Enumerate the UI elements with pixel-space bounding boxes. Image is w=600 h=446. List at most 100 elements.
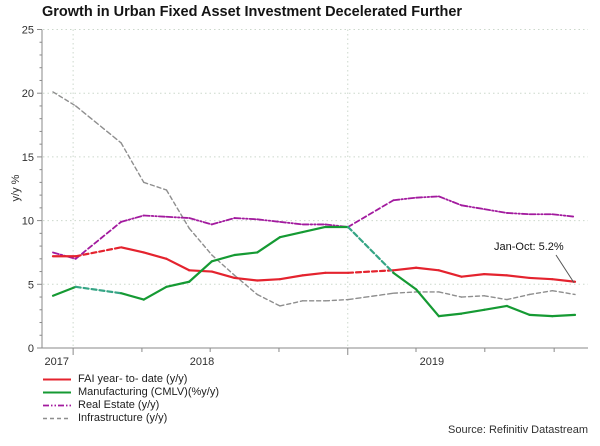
legend-label: FAI year- to- date (y/y) (78, 373, 188, 385)
series-segment-3 (392, 291, 417, 294)
series-segment-3 (438, 291, 463, 298)
series-segment-3 (165, 189, 190, 229)
series-segment-2 (437, 195, 463, 207)
series-segment-3 (324, 298, 349, 302)
series-segment-2 (256, 218, 281, 223)
series-segment-2 (74, 220, 122, 260)
legend-item-infrastructure: Infrastructure (y/y) (42, 412, 219, 425)
series-segment-1 (188, 260, 213, 283)
series-segment-1 (165, 280, 191, 288)
series-segment-1 (278, 230, 304, 239)
infrastructure-line-swatch-icon (43, 417, 71, 420)
series-segment-1 (392, 271, 418, 291)
series-segment-3 (279, 300, 304, 307)
series-segment-3 (233, 274, 258, 296)
legend-label: Real Estate (y/y) (78, 399, 160, 411)
series-segment-0 (505, 274, 531, 280)
series-segment-1 (301, 225, 327, 234)
y-tick-label: 15 (22, 152, 34, 164)
series-segment-1 (415, 288, 440, 318)
series-segment-2 (347, 199, 395, 228)
y-tick-label: 25 (22, 25, 34, 37)
series-segment-1 (233, 251, 259, 257)
series-segment-2 (120, 214, 145, 223)
series-segment-1 (528, 313, 554, 318)
series-segment-3 (551, 289, 576, 296)
series-segment-1 (505, 304, 531, 316)
annotation-callout: Jan-Oct: 5.2% (494, 241, 564, 253)
legend-label: Infrastructure (y/y) (78, 412, 168, 424)
series-segment-1 (437, 312, 463, 318)
series-segment-1 (119, 292, 145, 301)
series-segment-1 (74, 285, 123, 295)
series-segment-0 (346, 269, 395, 274)
series-segment-1 (460, 308, 486, 315)
manufacturing-line-swatch-icon (43, 391, 71, 394)
fai-line-swatch-icon (43, 378, 71, 381)
series-segment-3 (460, 295, 485, 298)
series-segment-2 (233, 217, 259, 221)
series-segment-0 (256, 278, 282, 282)
series-segment-2 (165, 215, 191, 219)
series-segment-1 (551, 313, 577, 318)
series-segment-0 (74, 246, 123, 258)
series-segment-0 (437, 269, 463, 278)
y-tick-label: 20 (22, 88, 34, 100)
series-segment-1 (210, 253, 236, 263)
series-segment-0 (415, 266, 440, 272)
series-segment-2 (279, 220, 304, 226)
series-segment-1 (142, 285, 168, 301)
series-segment-0 (301, 271, 327, 277)
y-tick-label: 10 (22, 216, 34, 228)
series-segment-0 (119, 246, 145, 254)
series-segment-2 (392, 196, 418, 202)
legend-label: Manufacturing (CMLV)(%y/y) (78, 386, 219, 398)
series-segment-0 (210, 270, 236, 280)
series-segment-2 (460, 204, 486, 211)
series-segment-3 (256, 293, 281, 307)
series-segment-0 (392, 266, 418, 272)
x-year-label: 2019 (420, 356, 444, 368)
series-segment-0 (528, 276, 554, 281)
x-year-label: 2018 (190, 356, 214, 368)
series-segment-1 (51, 285, 77, 297)
y-tick-label: 5 (28, 279, 34, 291)
series-segment-1 (346, 225, 395, 274)
y-tick-label: 0 (28, 343, 34, 355)
series-segment-2 (483, 208, 508, 214)
real-estate-line-swatch-icon (43, 404, 71, 407)
legend-item-real-estate: Real Estate (y/y) (42, 399, 219, 412)
series-segment-1 (256, 236, 282, 254)
x-year-label: 2017 (44, 356, 68, 368)
series-segment-0 (278, 274, 304, 281)
series-segment-2 (142, 214, 168, 218)
legend-item-fai: FAI year- to- date (y/y) (42, 373, 219, 386)
series-segment-2 (210, 217, 236, 226)
legend-item-manufacturing: Manufacturing (CMLV)(%y/y) (42, 386, 219, 399)
series-segment-0 (551, 278, 577, 283)
series-segment-0 (483, 273, 509, 277)
series-segment-2 (506, 212, 531, 216)
series-segment-3 (120, 142, 145, 184)
chart-title: Growth in Urban Fixed Asset Investment D… (42, 4, 463, 20)
annotation-arrow (555, 254, 575, 284)
series-segment-3 (188, 227, 213, 256)
legend: FAI year- to- date (y/y) Manufacturing (… (42, 373, 219, 425)
series-segment-3 (483, 295, 508, 301)
series-segment-0 (165, 257, 191, 272)
series-segment-2 (188, 217, 213, 226)
series-segment-3 (52, 91, 77, 107)
series-segment-3 (211, 254, 236, 277)
series-segment-3 (74, 105, 122, 144)
series-segment-0 (142, 251, 168, 260)
series-segment-0 (460, 273, 486, 278)
series-segment-2 (415, 195, 440, 199)
series-segment-3 (143, 181, 168, 191)
series-segment-3 (506, 293, 531, 301)
series-segment-3 (347, 292, 395, 301)
series-segment-0 (233, 276, 259, 282)
y-axis-label: y/y % (10, 174, 22, 202)
series-segment-1 (483, 304, 509, 311)
